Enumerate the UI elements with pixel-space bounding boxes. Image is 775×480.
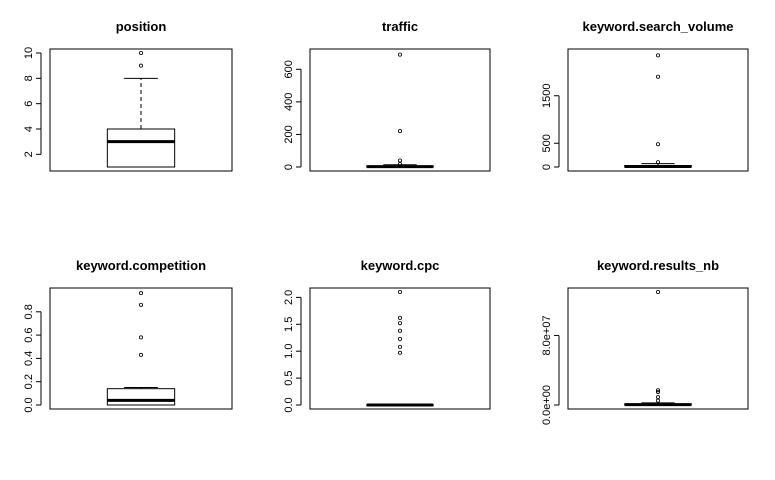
y-tick-label: 0.4 (23, 351, 35, 366)
y-tick-label: 8.0e+07 (541, 315, 553, 355)
plot-frame (49, 48, 233, 172)
outlier-point (138, 352, 143, 357)
y-tick-label: 2.0 (283, 290, 295, 305)
outlier-point (397, 289, 402, 294)
outlier-point (656, 398, 661, 403)
outlier-point (656, 142, 661, 147)
outlier-point (656, 395, 661, 400)
panel-title: keyword.competition (76, 258, 206, 273)
y-tick-label: 500 (541, 134, 553, 152)
outlier-point (397, 158, 402, 163)
panel-title: traffic (382, 19, 418, 34)
y-tick-label: 0 (283, 164, 295, 170)
iqr-box (106, 128, 176, 168)
outlier-point (138, 291, 143, 296)
plot-frame (567, 287, 749, 410)
outlier-point (138, 335, 143, 340)
panel-title: position (116, 19, 167, 34)
y-tick-label: 0.2 (23, 374, 35, 389)
outlier-point (397, 344, 402, 349)
y-tick-label: 600 (283, 60, 295, 78)
y-tick-label: 0.0 (283, 397, 295, 412)
plot-frame (309, 287, 491, 410)
y-tick-label: 200 (283, 125, 295, 143)
panel-title: keyword.results_nb (597, 258, 719, 273)
outlier-point (656, 53, 661, 58)
outlier-point (397, 129, 402, 134)
y-tick-label: 0.8 (23, 304, 35, 319)
outlier-point (656, 388, 661, 393)
y-tick-label: 1.5 (283, 317, 295, 332)
plot-frame (49, 287, 233, 410)
outlier-point (397, 350, 402, 355)
y-tick-label: 1.0 (283, 344, 295, 359)
outlier-point (656, 160, 661, 165)
outlier-point (397, 321, 402, 326)
y-tick-label: 10 (23, 47, 35, 59)
panel-title: keyword.search_volume (582, 19, 733, 34)
y-tick-label: 0 (541, 164, 553, 170)
outlier-point (397, 52, 402, 57)
y-tick-label: 4 (23, 126, 35, 132)
outlier-point (397, 336, 402, 341)
plot-frame (567, 48, 749, 172)
y-tick-label: 400 (283, 93, 295, 111)
y-tick-label: 1500 (541, 84, 553, 108)
outlier-point (656, 389, 661, 394)
iqr-box (106, 388, 176, 406)
y-tick-label: 6 (23, 101, 35, 107)
plot-frame (309, 48, 491, 172)
outlier-point (397, 328, 402, 333)
outlier-point (138, 302, 143, 307)
panel-title: keyword.cpc (361, 258, 440, 273)
y-tick-label: 0.6 (23, 327, 35, 342)
y-tick-label: 0.0 (23, 397, 35, 412)
y-tick-label: 2 (23, 151, 35, 157)
y-tick-label: 8 (23, 75, 35, 81)
y-tick-label: 0.5 (283, 370, 295, 385)
outlier-point (656, 289, 661, 294)
outlier-point (138, 51, 143, 56)
outlier-point (656, 74, 661, 79)
outlier-point (397, 315, 402, 320)
outlier-point (138, 63, 143, 68)
y-tick-label: 0.0e+00 (541, 385, 553, 425)
